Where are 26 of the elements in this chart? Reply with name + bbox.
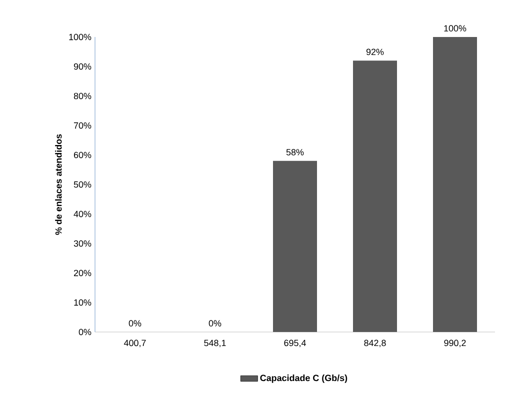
legend-label: Capacidade C (Gb/s): [260, 374, 348, 383]
y-tick-label: 10%: [74, 299, 92, 306]
y-tick-label: 100%: [69, 34, 92, 40]
y-tick-label: 60%: [74, 152, 92, 158]
data-label: 100%: [444, 25, 466, 32]
y-axis-title: % de enlaces atendidos: [55, 134, 62, 235]
y-tick-label: 70%: [74, 122, 92, 129]
y-tick-label: 30%: [74, 240, 92, 247]
bar: [433, 36, 478, 332]
bar: [353, 60, 397, 332]
data-label: 0%: [128, 320, 142, 326]
x-tick-label: 695,4: [284, 340, 306, 348]
data-label: 92%: [366, 48, 384, 56]
y-tick-label: 80%: [74, 92, 92, 100]
y-tick-label: 20%: [74, 270, 92, 276]
x-tick-label: 400,7: [124, 340, 146, 348]
x-tick-label: 842,8: [364, 340, 386, 348]
y-tick-label: 0%: [78, 328, 92, 336]
y-tick-label: 50%: [74, 181, 92, 188]
y-tick-label: 40%: [74, 210, 92, 218]
y-tick-label: 90%: [74, 63, 92, 70]
data-label: 58%: [286, 149, 304, 156]
x-tick-label: 990,2: [444, 340, 466, 348]
bar: [273, 160, 317, 332]
data-label: 0%: [208, 320, 222, 326]
x-tick-label: 548,1: [204, 340, 226, 348]
